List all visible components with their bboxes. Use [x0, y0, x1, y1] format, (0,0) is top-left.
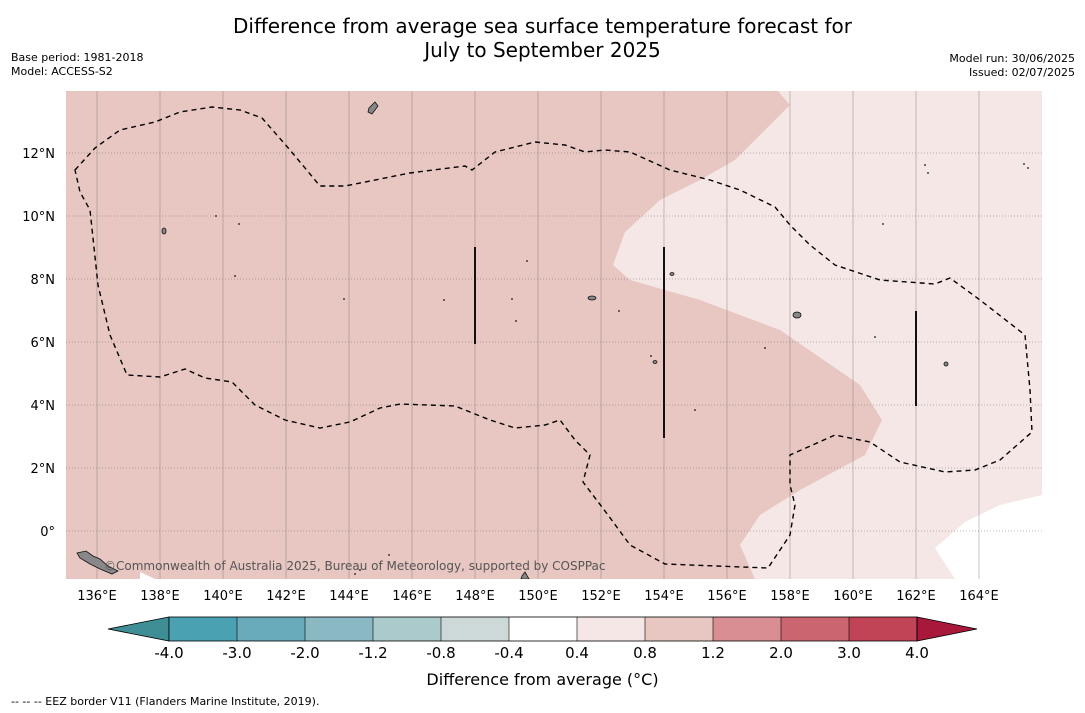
lat-label: 6°N	[31, 336, 56, 351]
map-title: Difference from average sea surface temp…	[0, 14, 1085, 62]
colorbar-tick: 3.0	[837, 644, 861, 662]
colorbar-segment	[509, 617, 577, 641]
lat-label: 4°N	[31, 399, 56, 414]
colorbar-low-extend	[107, 616, 170, 642]
copyright-notice: ©Commonwealth of Australia 2025, Bureau …	[104, 559, 606, 573]
lon-label: 156°E	[707, 589, 747, 604]
colorbar-tick: -2.0	[290, 644, 319, 662]
lon-label: 148°E	[455, 589, 495, 604]
lon-label: 154°E	[644, 589, 684, 604]
island-center	[587, 295, 597, 301]
colorbar: -4.0 -3.0 -2.0 -1.2 -0.8 -0.4 0.4 0.8 1.…	[107, 616, 978, 662]
eez-footnote: -- -- -- EEZ border V11 (Flanders Marine…	[11, 695, 320, 708]
colorbar-tick: -3.0	[222, 644, 251, 662]
lon-label: 146°E	[392, 589, 432, 604]
solid-line-markers	[474, 247, 917, 438]
lat-label: 2°N	[31, 462, 56, 477]
island-southwest	[76, 550, 119, 575]
colorbar-segment	[713, 617, 781, 641]
eez-borders	[74, 106, 1033, 569]
base-period: Base period: 1981-2018	[11, 51, 144, 64]
longitude-labels: 136°E 138°E 140°E 142°E 144°E 146°E 148°…	[77, 589, 999, 604]
lon-label: 150°E	[518, 589, 558, 604]
island-small-2	[652, 360, 658, 364]
title-line-2: July to September 2025	[424, 38, 661, 62]
lon-label: 136°E	[77, 589, 117, 604]
lon-label: 138°E	[140, 589, 180, 604]
colorbar-tick: 0.8	[633, 644, 657, 662]
colorbar-tick: -0.8	[426, 644, 455, 662]
colorbar-segment	[237, 617, 305, 641]
colorbar-segment	[781, 617, 849, 641]
colorbar-ticks: -4.0 -3.0 -2.0 -1.2 -0.8 -0.4 0.4 0.8 1.…	[154, 644, 929, 662]
colorbar-segment	[305, 617, 373, 641]
colorbar-tick: 0.4	[565, 644, 589, 662]
map-plot-area: ©Commonwealth of Australia 2025, Bureau …	[66, 91, 1042, 579]
island-west	[161, 227, 167, 235]
islands	[76, 101, 949, 579]
lon-label: 158°E	[770, 589, 810, 604]
lon-label: 162°E	[896, 589, 936, 604]
issued-date: Issued: 02/07/2025	[968, 66, 1075, 79]
anomaly-band-neutral	[935, 495, 1042, 579]
island-south	[520, 571, 530, 579]
island-small-1	[669, 272, 675, 276]
island-north	[367, 101, 379, 115]
colorbar-segment	[441, 617, 509, 641]
lat-label: 8°N	[31, 273, 56, 288]
lon-label: 160°E	[833, 589, 873, 604]
colorbar-segment	[577, 617, 645, 641]
latitude-gridlines	[66, 152, 1042, 532]
lat-label: 0°	[40, 525, 55, 540]
lon-label: 164°E	[959, 589, 999, 604]
model-name: Model: ACCESS-S2	[11, 65, 113, 78]
colorbar-tick: -4.0	[154, 644, 183, 662]
island-far-east	[943, 361, 949, 367]
lon-label: 144°E	[329, 589, 369, 604]
colorbar-tick: -0.4	[494, 644, 523, 662]
colorbar-tick: 2.0	[769, 644, 793, 662]
lat-label: 12°N	[22, 147, 55, 162]
anomaly-band-neutral-small	[140, 572, 155, 579]
lat-label: 10°N	[22, 210, 55, 225]
meta-left: Base period: 1981-2018 Model: ACCESS-S2	[11, 51, 143, 79]
colorbar-segment	[373, 617, 441, 641]
meta-right: Model run: 30/06/2025 Issued: 02/07/2025	[949, 52, 1075, 80]
colorbar-segment	[169, 617, 237, 641]
atolls	[215, 163, 1029, 575]
island-east	[792, 311, 802, 319]
colorbar-tick: -1.2	[358, 644, 387, 662]
latitude-labels: 12°N 10°N 8°N 6°N 4°N 2°N 0°	[22, 147, 55, 540]
lon-label: 152°E	[581, 589, 621, 604]
colorbar-tick: 1.2	[701, 644, 725, 662]
colorbar-high-extend	[916, 616, 978, 642]
colorbar-segment	[849, 617, 917, 641]
colorbar-segment	[645, 617, 713, 641]
model-run: Model run: 30/06/2025	[949, 52, 1075, 65]
title-line-1: Difference from average sea surface temp…	[232, 14, 852, 38]
colorbar-label: Difference from average (°C)	[426, 670, 659, 689]
colorbar-tick: 4.0	[905, 644, 929, 662]
lon-label: 140°E	[203, 589, 243, 604]
lon-label: 142°E	[266, 589, 306, 604]
